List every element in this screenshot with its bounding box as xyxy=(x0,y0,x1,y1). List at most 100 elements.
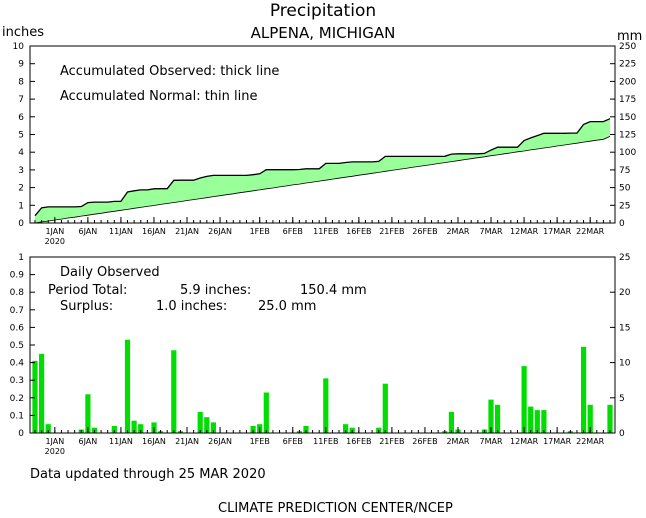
observed-note: Accumulated Observed: thick line xyxy=(60,64,279,79)
tick-label: 0.8 xyxy=(10,288,25,298)
daily-bar xyxy=(197,411,203,433)
x-tick-label: 22MAR xyxy=(576,437,605,446)
tick-label: 0.1 xyxy=(10,411,24,421)
daily-bar xyxy=(45,424,51,433)
tick-label: 225 xyxy=(619,60,636,70)
tick-label: 4 xyxy=(18,148,24,158)
tick-label: 20 xyxy=(619,288,631,298)
tick-label: 2 xyxy=(18,184,24,194)
tick-label: 15 xyxy=(619,323,630,333)
daily-bar xyxy=(39,353,45,433)
surplus-inches: 1.0 inches: xyxy=(156,299,227,314)
daily-bar xyxy=(587,404,593,433)
tick-label: 1 xyxy=(18,201,24,211)
surplus-mm: 25.0 mm xyxy=(258,299,316,314)
x-tick-label: 17MAR xyxy=(543,437,572,446)
tick-label: 0 xyxy=(18,219,24,229)
tick-label: 7 xyxy=(18,95,24,105)
tick-label: 1 xyxy=(18,253,24,263)
x-tick-label: 22MAR xyxy=(576,227,605,236)
daily-bar xyxy=(521,366,527,433)
daily-bar xyxy=(124,339,131,433)
x-tick-label: 26JAN xyxy=(208,227,232,236)
x-tick-label: 12MAR xyxy=(510,227,539,236)
daily-bar xyxy=(210,422,216,433)
accumulation-plot xyxy=(34,118,611,224)
daily-bar xyxy=(138,424,144,433)
right-unit-label: mm xyxy=(617,29,642,44)
chart-title: Precipitation xyxy=(270,1,376,21)
period-total-inches: 5.9 inches: xyxy=(180,283,251,298)
daily-bar xyxy=(581,346,587,433)
surplus-label: Surplus: xyxy=(60,299,113,314)
daily-bar xyxy=(607,404,613,433)
x-tick-label: 7MAR xyxy=(480,437,503,446)
x-year-label: 2020 xyxy=(45,237,65,246)
tick-label: 0.7 xyxy=(10,306,24,316)
tick-label: 125 xyxy=(619,131,636,141)
top-right-axis: 0 25 50 75 100 125 150 175 200 225 250 xyxy=(610,42,636,229)
daily-bars-plot xyxy=(32,339,613,433)
x-tick-label: 21FEB xyxy=(379,227,404,236)
daily-observed-label: Daily Observed xyxy=(60,265,160,280)
x-tick-label: 21JAN xyxy=(175,227,199,236)
tick-label: 0.6 xyxy=(10,323,25,333)
daily-bar xyxy=(171,350,177,433)
tick-label: 9 xyxy=(18,60,24,70)
source-credit: CLIMATE PREDICTION CENTER/NCEP xyxy=(218,501,453,516)
tick-label: 10 xyxy=(619,359,631,369)
accumulated-observed-line xyxy=(34,118,611,217)
daily-bar xyxy=(323,378,329,433)
tick-label: 75 xyxy=(619,166,630,176)
x-tick-label: 16JAN xyxy=(142,437,166,446)
x-tick-label: 1JAN xyxy=(45,227,64,236)
x-tick-label: 12MAR xyxy=(510,437,539,446)
x-tick-label: 11FEB xyxy=(313,227,338,236)
x-tick-label: 16JAN xyxy=(142,227,166,236)
x-tick-label: 7MAR xyxy=(480,227,503,236)
daily-bar xyxy=(204,417,210,433)
x-tick-label: 26JAN xyxy=(208,437,232,446)
x-tick-label: 26FEB xyxy=(412,437,437,446)
bottom-x-axis: 1JAN 6JAN 11JAN 16JAN 21JAN 26JAN 1FEB 6FEB 11FE… xyxy=(34,427,611,456)
x-tick-label: 1FEB xyxy=(250,437,270,446)
tick-label: 250 xyxy=(619,42,636,52)
x-tick-label: 16FEB xyxy=(346,227,371,236)
x-tick-label: 11JAN xyxy=(109,437,133,446)
tick-label: 3 xyxy=(18,166,24,176)
top-left-axis: 0 1 2 3 4 5 6 7 8 9 10 xyxy=(13,42,35,229)
x-tick-label: 21FEB xyxy=(379,437,404,446)
tick-label: 150 xyxy=(619,113,636,123)
tick-label: 5 xyxy=(619,394,625,404)
daily-bar xyxy=(85,394,91,433)
tick-label: 25 xyxy=(619,201,630,211)
bottom-panel: Daily Observed Period Total: 5.9 inches:… xyxy=(10,253,631,456)
x-tick-label: 21JAN xyxy=(175,437,199,446)
x-tick-label: 26FEB xyxy=(412,227,437,236)
daily-bar xyxy=(343,424,349,433)
x-year-label: 2020 xyxy=(45,447,65,456)
bottom-left-axis: 0 0.1 0.2 0.3 0.4 0.5 0.6 0.7 0.8 0.9 1 xyxy=(10,253,35,439)
daily-bar xyxy=(32,360,38,433)
accumulated-normal-line xyxy=(34,136,611,224)
tick-label: 50 xyxy=(619,184,631,194)
tick-label: 175 xyxy=(619,95,636,105)
period-total-label: Period Total: xyxy=(48,283,127,298)
tick-label: 0 xyxy=(619,429,625,439)
tick-label: 0 xyxy=(619,219,625,229)
bottom-right-axis: 0 5 10 15 20 25 xyxy=(610,253,631,439)
x-tick-label: 6JAN xyxy=(78,437,97,446)
daily-bar xyxy=(541,410,547,433)
tick-label: 0.9 xyxy=(10,271,25,281)
tick-label: 25 xyxy=(619,253,630,263)
chart-subtitle: ALPENA, MICHIGAN xyxy=(251,24,396,42)
daily-bar xyxy=(382,383,388,433)
normal-note: Accumulated Normal: thin line xyxy=(60,89,258,104)
x-tick-label: 6JAN xyxy=(78,227,97,236)
daily-bar xyxy=(250,426,256,433)
top-panel: Accumulated Observed: thick line Accumul… xyxy=(13,42,637,246)
tick-label: 0 xyxy=(18,429,24,439)
x-tick-label: 6FEB xyxy=(283,437,303,446)
daily-bar xyxy=(131,420,137,433)
